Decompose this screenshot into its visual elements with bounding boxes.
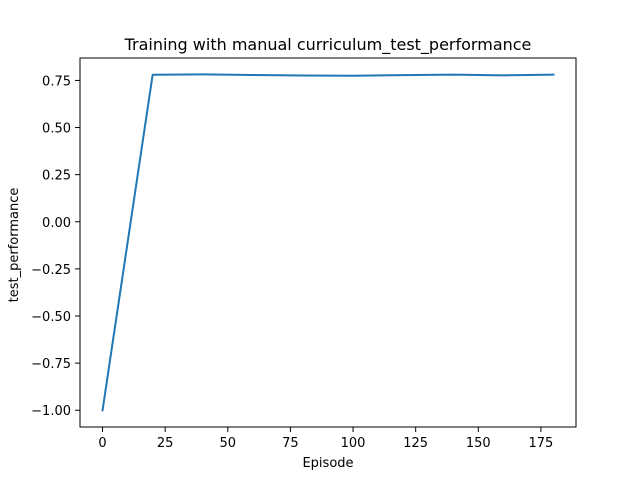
x-tick-label: 175 (529, 436, 554, 451)
x-tick-label: 100 (341, 436, 366, 451)
x-axis-label: Episode (302, 456, 353, 471)
series-layer (101, 73, 555, 412)
x-axis-ticks: 0 25 50 75 100 125 150 175 (98, 427, 553, 451)
axes-frame (79, 57, 577, 428)
x-tick-label: 75 (282, 436, 299, 451)
y-tick-label: 0.75 (42, 74, 71, 89)
chart-title: Training with manual curriculum_test_per… (124, 35, 532, 55)
y-tick-label: −1.00 (31, 404, 71, 419)
series-line-0 (101, 73, 555, 412)
x-tick-label: 125 (403, 436, 428, 451)
y-axis-label: test_performance (7, 188, 22, 303)
y-tick-label: 0.00 (42, 216, 71, 231)
y-tick-label: 0.25 (42, 169, 71, 184)
x-tick-label: 25 (157, 436, 174, 451)
y-tick-label: −0.50 (31, 310, 71, 325)
y-tick-label: 0.50 (42, 122, 71, 137)
x-tick-label: 50 (220, 436, 237, 451)
x-tick-label: 0 (98, 436, 106, 451)
y-tick-label: −0.25 (31, 263, 71, 278)
y-tick-label: −0.75 (31, 357, 71, 372)
x-tick-label: 150 (466, 436, 491, 451)
y-axis-ticks: −1.00 −0.75 −0.50 −0.25 0.00 0.25 0.50 0.75 (31, 74, 80, 419)
